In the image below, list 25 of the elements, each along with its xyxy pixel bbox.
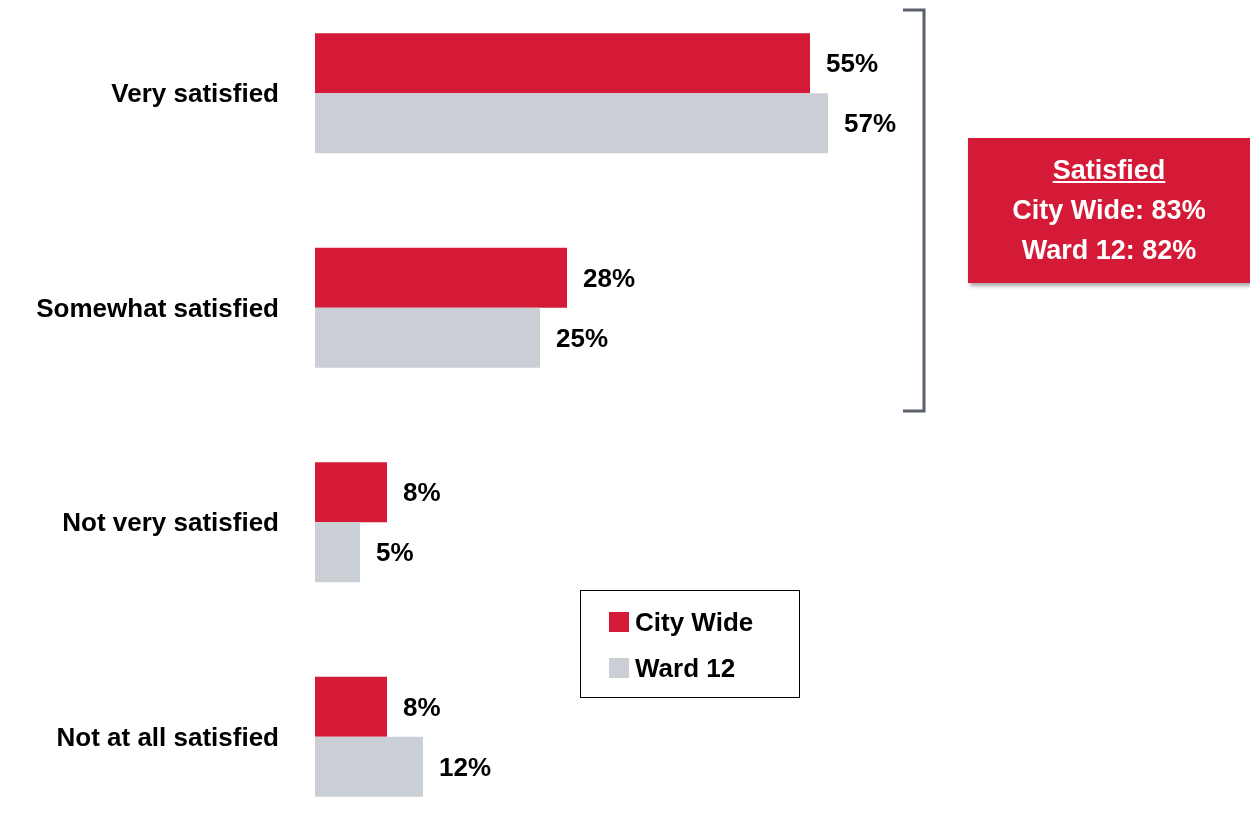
y-tick-label: Somewhat satisfied [36, 292, 279, 323]
legend-label: Ward 12 [635, 652, 736, 684]
text: Ward 12: 82% [1020, 234, 1198, 267]
legend-label: City Wide [635, 606, 754, 638]
bar [315, 93, 828, 154]
bar [315, 33, 810, 94]
text: City Wide: 83% [1011, 194, 1207, 227]
y-tick-label: Very satisfied [111, 78, 279, 109]
data-label: 8% [403, 477, 441, 508]
data-label: 57% [844, 108, 897, 139]
bar [315, 522, 360, 583]
data-label: 25% [556, 322, 609, 353]
data-label: 8% [403, 691, 441, 722]
y-tick-label: Not very satisfied [62, 507, 279, 538]
bar [315, 676, 387, 737]
data-label: 12% [439, 751, 492, 782]
bar [315, 462, 387, 523]
bar [315, 307, 540, 368]
bar [315, 247, 567, 308]
text: Satisfied [1051, 154, 1167, 187]
bar [315, 736, 423, 797]
data-label: 5% [376, 537, 414, 568]
y-tick-label: Not at all satisfied [56, 721, 279, 752]
data-label: 55% [826, 48, 879, 79]
data-label: 28% [583, 262, 636, 293]
